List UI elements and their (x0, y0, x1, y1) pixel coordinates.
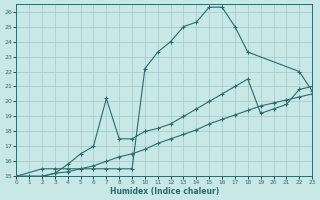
X-axis label: Humidex (Indice chaleur): Humidex (Indice chaleur) (109, 187, 219, 196)
